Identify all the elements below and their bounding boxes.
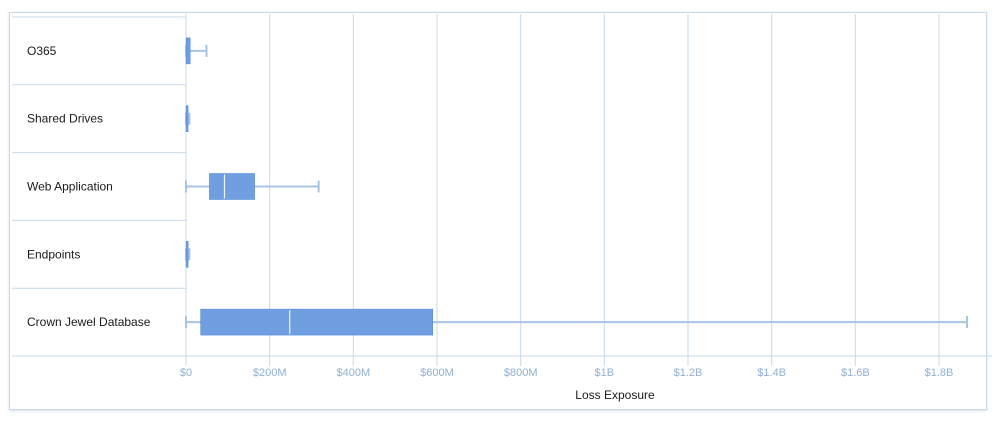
category-label: O365	[27, 44, 57, 58]
x-tick-label: $1.2B	[674, 367, 703, 379]
x-tick-label: $0	[180, 367, 192, 379]
category-label: Crown Jewel Database	[27, 315, 151, 329]
box-iqr[interactable]	[185, 105, 189, 132]
box-iqr[interactable]	[185, 241, 189, 268]
box-iqr[interactable]	[209, 173, 255, 200]
x-tick-label: $200M	[253, 367, 287, 379]
category-label: Web Application	[27, 180, 113, 194]
x-tick-label: $1B	[595, 367, 615, 379]
x-tick-label: $600M	[420, 367, 454, 379]
x-tick-label: $800M	[504, 367, 538, 379]
category-label: Shared Drives	[27, 112, 103, 126]
box-iqr[interactable]	[185, 37, 191, 65]
category-label: Endpoints	[27, 247, 80, 261]
x-axis-title: Loss Exposure	[575, 388, 655, 402]
x-tick-label: $400M	[337, 367, 371, 379]
x-tick-label: $1.8B	[925, 367, 954, 379]
x-tick-label: $1.4B	[757, 367, 786, 379]
chart-frame	[9, 12, 987, 410]
box-iqr[interactable]	[200, 308, 434, 336]
x-tick-label: $1.6B	[841, 367, 870, 379]
